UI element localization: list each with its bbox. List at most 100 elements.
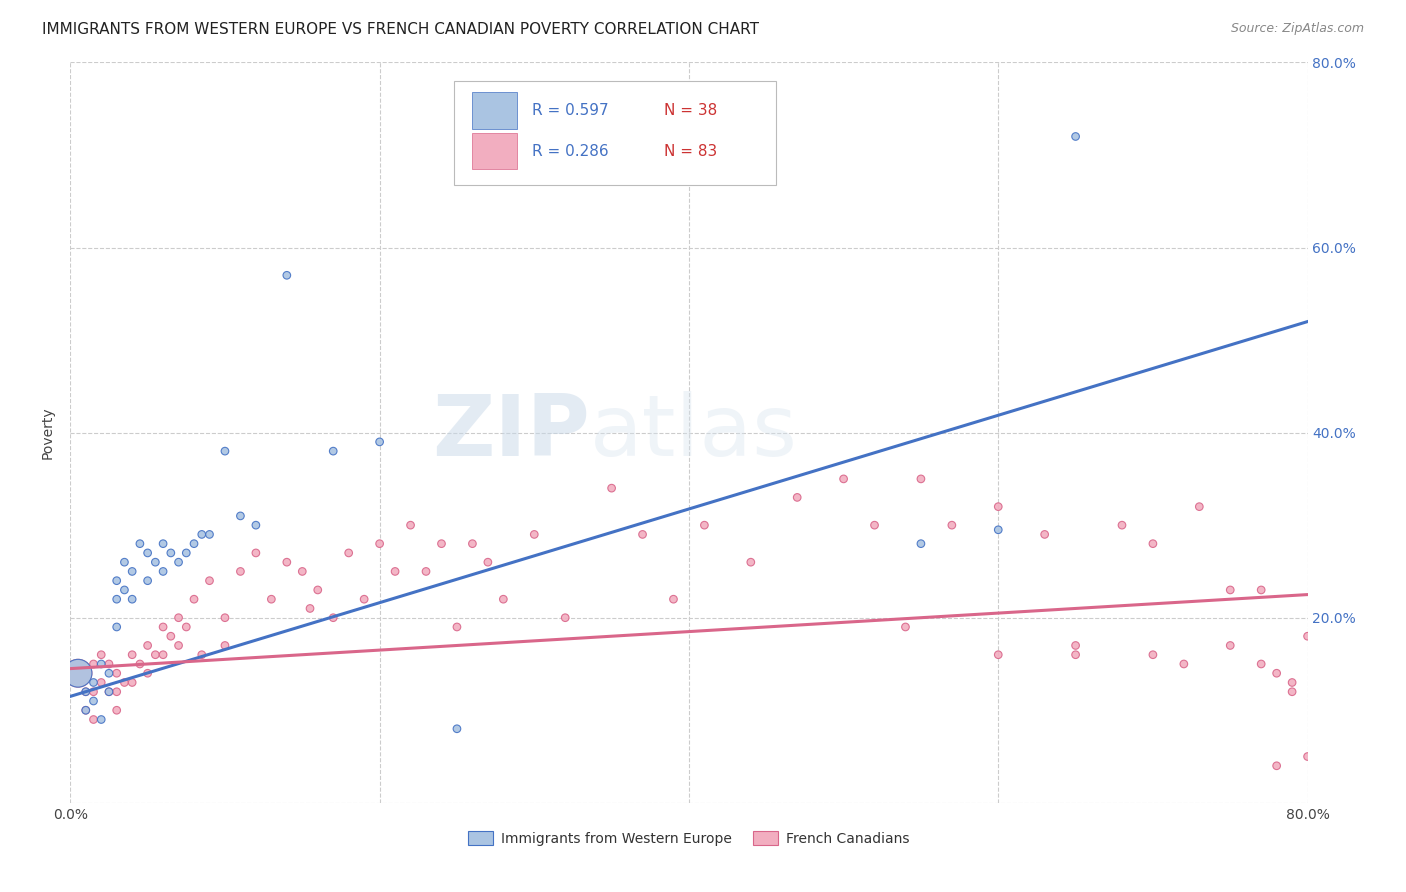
Point — [299, 601, 322, 615]
Point — [145, 648, 166, 662]
Point — [75, 703, 97, 717]
Point — [75, 685, 97, 699]
Point — [1296, 749, 1319, 764]
Point — [910, 536, 932, 550]
Text: N = 38: N = 38 — [664, 103, 717, 118]
Point — [152, 536, 174, 550]
Point — [152, 648, 174, 662]
Point — [82, 675, 105, 690]
Point — [167, 555, 190, 569]
Point — [174, 620, 197, 634]
Point — [832, 472, 855, 486]
Point — [276, 268, 298, 283]
Point — [1142, 536, 1164, 550]
Point — [160, 629, 183, 643]
Text: Source: ZipAtlas.com: Source: ZipAtlas.com — [1230, 22, 1364, 36]
Point — [740, 555, 762, 569]
Point — [276, 555, 298, 569]
Point — [105, 666, 128, 681]
Point — [1250, 657, 1272, 671]
Point — [245, 518, 267, 533]
Text: R = 0.286: R = 0.286 — [531, 144, 609, 159]
Point — [291, 565, 314, 579]
Point — [136, 666, 159, 681]
Point — [82, 713, 105, 727]
Point — [322, 610, 344, 624]
Point — [1281, 675, 1303, 690]
Point — [1265, 666, 1288, 681]
Point — [1281, 685, 1303, 699]
Point — [368, 434, 391, 449]
Point — [337, 546, 360, 560]
Point — [461, 536, 484, 550]
Point — [90, 675, 112, 690]
Point — [183, 536, 205, 550]
FancyBboxPatch shape — [472, 133, 517, 169]
Point — [121, 592, 143, 607]
Point — [1219, 639, 1241, 653]
Point — [98, 685, 120, 699]
Legend: Immigrants from Western Europe, French Canadians: Immigrants from Western Europe, French C… — [463, 825, 915, 851]
Point — [1064, 639, 1087, 653]
Point — [67, 666, 90, 681]
Point — [1173, 657, 1195, 671]
Point — [105, 685, 128, 699]
Point — [987, 523, 1010, 537]
Point — [160, 546, 183, 560]
Text: atlas: atlas — [591, 391, 799, 475]
Point — [229, 508, 252, 523]
Point — [174, 546, 197, 560]
Point — [910, 472, 932, 486]
Point — [191, 527, 214, 541]
Point — [492, 592, 515, 607]
Point — [863, 518, 886, 533]
Point — [1219, 582, 1241, 597]
Point — [90, 648, 112, 662]
Point — [136, 639, 159, 653]
Point — [894, 620, 917, 634]
Point — [1111, 518, 1133, 533]
Point — [121, 648, 143, 662]
Point — [105, 574, 128, 588]
Point — [214, 639, 236, 653]
Point — [152, 565, 174, 579]
Point — [600, 481, 623, 495]
Point — [191, 648, 214, 662]
Point — [415, 565, 437, 579]
Point — [167, 639, 190, 653]
Point — [82, 694, 105, 708]
Point — [693, 518, 716, 533]
Point — [260, 592, 283, 607]
Point — [198, 574, 221, 588]
Point — [1142, 648, 1164, 662]
Point — [136, 574, 159, 588]
Point — [67, 666, 90, 681]
FancyBboxPatch shape — [472, 93, 517, 128]
Point — [1064, 648, 1087, 662]
Point — [75, 685, 97, 699]
Point — [446, 722, 468, 736]
Point — [1265, 758, 1288, 772]
Point — [75, 703, 97, 717]
Point — [98, 685, 120, 699]
Point — [105, 703, 128, 717]
Text: N = 83: N = 83 — [664, 144, 717, 159]
Point — [90, 713, 112, 727]
Point — [105, 620, 128, 634]
Point — [82, 657, 105, 671]
Point — [98, 666, 120, 681]
Point — [145, 555, 166, 569]
Y-axis label: Poverty: Poverty — [41, 407, 55, 458]
Point — [1250, 582, 1272, 597]
Point — [662, 592, 685, 607]
Point — [399, 518, 422, 533]
Point — [183, 592, 205, 607]
Point — [368, 536, 391, 550]
Point — [121, 565, 143, 579]
Point — [105, 592, 128, 607]
Text: ZIP: ZIP — [432, 391, 591, 475]
Point — [631, 527, 654, 541]
Point — [384, 565, 406, 579]
Point — [129, 536, 152, 550]
Point — [523, 527, 546, 541]
